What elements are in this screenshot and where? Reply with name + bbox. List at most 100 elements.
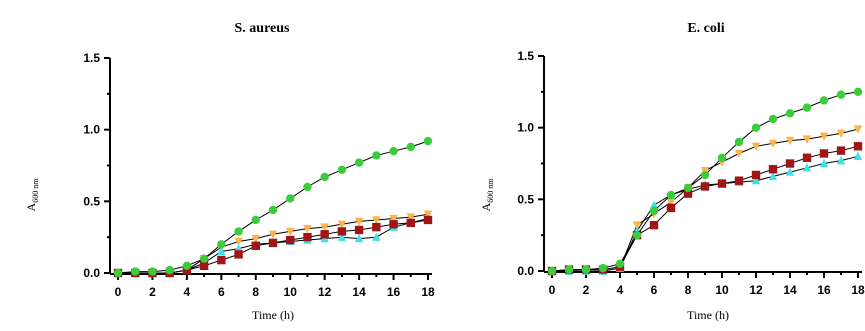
data-point — [717, 153, 727, 162]
x-tick-label: 10 — [715, 283, 729, 297]
data-point — [337, 232, 347, 241]
data-point — [853, 151, 863, 161]
data-point — [768, 139, 778, 149]
x-tick-label: 0 — [549, 283, 556, 297]
data-point — [853, 142, 863, 151]
y-tick-label: 1.5 — [83, 51, 100, 65]
series-line — [551, 145, 859, 272]
y-axis-label-main: A — [24, 202, 38, 211]
data-point — [234, 250, 243, 259]
data-point — [372, 151, 381, 160]
data-point — [389, 146, 398, 156]
data-point — [785, 109, 795, 118]
data-point — [836, 146, 846, 155]
data-point — [666, 198, 676, 207]
y-tick-label: 1.5 — [517, 49, 534, 63]
data-point — [683, 189, 693, 198]
data-point — [423, 215, 433, 225]
series-line — [552, 128, 859, 272]
data-point — [303, 232, 312, 242]
data-point — [354, 233, 364, 243]
chart-panel-s-aureus: S. aureus A600 nm Time (h) 0.0 0.5 1.0 1.5 0… — [24, 21, 435, 322]
data-point — [751, 123, 761, 132]
x-tick-label: 2 — [583, 283, 590, 297]
data-point — [700, 182, 710, 191]
data-point — [564, 265, 574, 274]
data-point — [389, 220, 398, 229]
data-point — [303, 182, 312, 192]
x-tick-label: 14 — [352, 285, 366, 299]
data-point — [598, 263, 608, 273]
data-point — [268, 205, 278, 215]
data-point — [406, 213, 415, 222]
data-point — [632, 230, 642, 240]
data-point — [700, 170, 710, 180]
x-tick-label: 16 — [817, 283, 831, 297]
data-point — [632, 221, 642, 230]
x-tick-label: 8 — [685, 283, 692, 297]
data-point — [751, 176, 761, 185]
x-tick-label: 14 — [783, 283, 797, 297]
data-point — [853, 87, 863, 97]
x-tick-label: 6 — [218, 285, 225, 299]
series-circle — [547, 87, 863, 276]
data-point — [199, 254, 209, 263]
data-point — [734, 137, 744, 147]
x-tick-label: 16 — [387, 285, 401, 299]
data-point — [131, 267, 140, 276]
data-point — [286, 194, 295, 203]
data-point — [337, 165, 347, 174]
data-point — [286, 235, 295, 245]
data-point — [802, 163, 812, 172]
y-tick-label: 0.5 — [517, 192, 534, 206]
data-point — [337, 220, 347, 229]
x-tick-label: 0 — [115, 285, 122, 299]
data-point — [751, 142, 761, 151]
data-point — [372, 232, 381, 241]
x-tick-label: 2 — [149, 285, 156, 299]
data-point — [819, 158, 829, 168]
y-tick-label: 1.0 — [83, 123, 100, 137]
data-point — [615, 259, 625, 269]
chart-title: S. aureus — [235, 21, 291, 36]
data-point — [354, 158, 364, 167]
data-point — [286, 227, 295, 237]
data-point — [802, 103, 812, 112]
data-point — [199, 261, 209, 271]
data-point — [423, 136, 433, 146]
data-point — [251, 241, 260, 250]
x-tick-label: 4 — [184, 285, 191, 299]
data-point — [234, 237, 243, 247]
data-point — [768, 171, 778, 181]
data-point — [337, 227, 347, 236]
data-point — [819, 149, 829, 158]
data-point — [234, 227, 243, 236]
y-tick-label: 1.0 — [517, 121, 534, 135]
data-point — [268, 230, 278, 239]
data-point — [320, 223, 329, 232]
series-circle — [113, 136, 433, 278]
x-tick-label: 6 — [651, 283, 658, 297]
data-point — [389, 214, 398, 224]
data-point — [819, 132, 829, 141]
data-point — [819, 96, 829, 105]
data-point — [649, 206, 659, 215]
y-axis-label-sub: 600 nm — [486, 178, 495, 203]
data-point — [802, 153, 812, 162]
data-point — [768, 114, 778, 124]
x-tick-label: 12 — [749, 283, 763, 297]
data-point — [165, 265, 174, 275]
y-axis-label: A600 nm — [479, 178, 495, 212]
data-point — [836, 129, 846, 139]
series-square — [547, 142, 863, 276]
x-tick-label: 8 — [252, 285, 259, 299]
data-point — [785, 167, 795, 176]
y-axis-label: A600 nm — [24, 178, 40, 212]
x-tick-label: 12 — [318, 285, 332, 299]
chart-title: E. coli — [687, 21, 724, 36]
data-point — [113, 268, 123, 278]
data-point — [734, 149, 744, 159]
data-point — [217, 255, 226, 265]
data-point — [217, 246, 226, 256]
